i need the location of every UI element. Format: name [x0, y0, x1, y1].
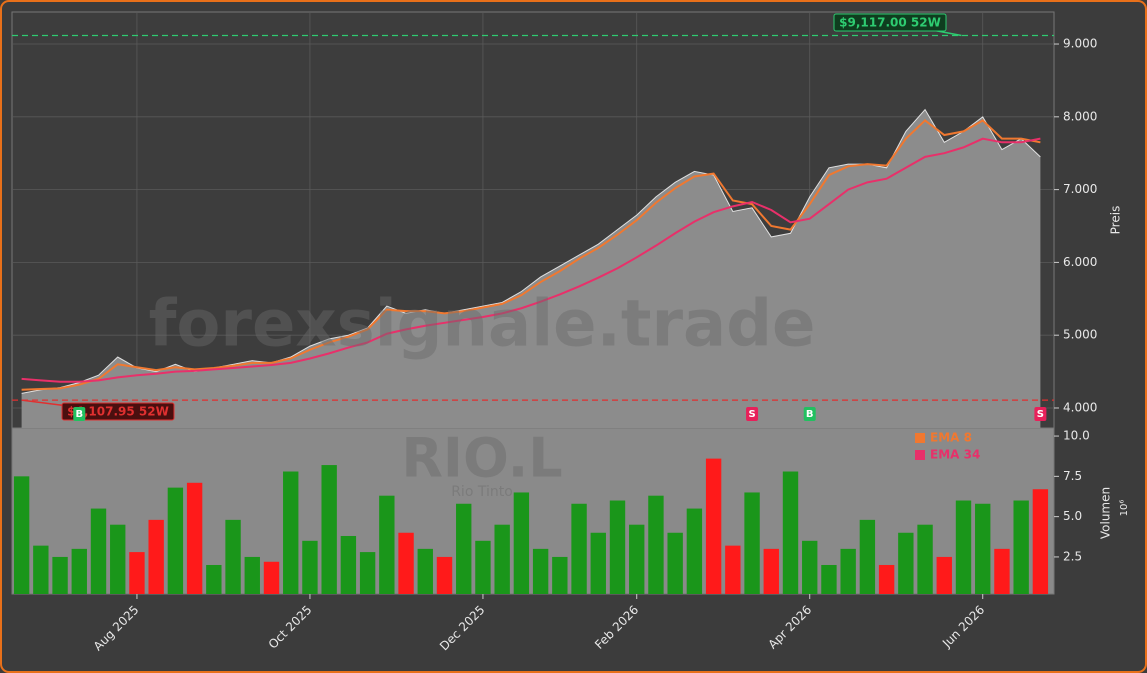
ema-line — [21, 119, 1041, 391]
signal-marker — [1034, 407, 1047, 421]
volume-bar — [167, 487, 184, 594]
ema-line — [21, 137, 1041, 383]
volume-bar — [532, 548, 549, 594]
signal-label: B — [75, 409, 83, 420]
volume-bar — [571, 503, 587, 594]
volume-bar — [398, 532, 414, 594]
volume-bar — [263, 561, 280, 594]
volume-bar — [417, 548, 433, 594]
volume-bar — [975, 503, 991, 594]
y-tick-label: 9.000 — [1063, 37, 1097, 51]
volume-bar — [955, 500, 972, 594]
volume-tick-label: 10.0 — [1063, 429, 1090, 443]
volume-bar — [859, 519, 876, 594]
volume-bar — [71, 548, 87, 594]
volume-bar — [1032, 489, 1049, 594]
y-tick-label: 8.000 — [1063, 109, 1097, 123]
volume-bar — [590, 532, 606, 594]
chart-title: RIO.L — [401, 427, 562, 490]
watermark: forexsignale.trade — [149, 288, 816, 362]
y-tick-label: 6.000 — [1063, 255, 1097, 269]
volume-bar — [629, 524, 645, 594]
volume-bar — [436, 556, 453, 594]
volume-bar — [994, 548, 1010, 594]
volume-tick-label: 5.0 — [1063, 509, 1082, 523]
legend-swatch — [915, 450, 925, 460]
volume-tick-label: 7.5 — [1063, 469, 1082, 483]
volume-bar — [667, 532, 683, 594]
volume-bar — [244, 556, 260, 594]
signal-label: B — [806, 409, 814, 420]
volume-bar — [1013, 500, 1029, 594]
volume-bar — [129, 552, 145, 594]
high-label: $9,117.00 52W — [839, 16, 941, 30]
low-arrow — [21, 399, 69, 407]
volume-bar — [552, 556, 568, 594]
signal-label: S — [748, 409, 755, 420]
volume-bar — [302, 540, 318, 594]
low-label: $4,107.95 52W — [67, 405, 169, 419]
volume-bar — [283, 471, 299, 594]
low-label-box — [61, 402, 175, 421]
y-tick-label: 5.000 — [1063, 328, 1097, 342]
volume-bar — [379, 495, 395, 594]
price-area — [21, 109, 1041, 429]
legend-swatch — [915, 433, 925, 443]
volume-bar — [359, 552, 376, 594]
volume-bar — [686, 508, 703, 594]
signal-marker — [746, 407, 759, 421]
signal-label: S — [1037, 409, 1044, 420]
volume-bar — [840, 548, 856, 594]
volume-bar — [513, 492, 530, 594]
legend-label: EMA 8 — [930, 431, 972, 445]
volume-bar — [13, 476, 30, 594]
volume-tick-label: 2.5 — [1063, 549, 1082, 563]
volume-bar — [648, 495, 664, 594]
chart-subtitle: Rio Tinto — [451, 484, 513, 500]
volume-bar — [186, 482, 203, 594]
y-tick-label: 7.000 — [1063, 182, 1097, 196]
volume-bar — [321, 465, 337, 594]
volume-bar — [456, 503, 472, 594]
volume-bar — [821, 564, 837, 594]
high-label-box — [833, 13, 947, 32]
volume-bar — [494, 524, 510, 594]
volume-bar — [782, 471, 799, 594]
volume-bar — [936, 556, 952, 594]
volume-bar — [763, 548, 779, 594]
volume-axis-label: Volumen — [1099, 487, 1113, 539]
volume-unit: 10⁶ — [1119, 500, 1130, 517]
volume-bar — [206, 564, 222, 594]
volume-bar — [52, 556, 68, 594]
volume-bar — [744, 492, 760, 594]
legend-label: EMA 34 — [930, 448, 980, 462]
volume-bar — [725, 545, 741, 594]
volume-bar — [609, 500, 626, 594]
volume-bar — [90, 508, 107, 594]
y-axis-label: Preis — [1109, 206, 1123, 235]
volume-bar — [802, 540, 818, 594]
volume-bar — [705, 458, 722, 594]
volume-bar — [110, 524, 126, 594]
volume-bar — [225, 519, 241, 594]
y-tick-label: 4.000 — [1063, 400, 1097, 414]
volume-bar — [340, 535, 357, 594]
volume-bar — [917, 524, 933, 594]
volume-bar — [148, 519, 164, 594]
volume-bar — [475, 540, 491, 594]
volume-bar — [33, 545, 49, 594]
volume-bar — [878, 564, 895, 594]
signal-marker — [803, 407, 816, 421]
volume-bar — [898, 532, 914, 594]
signal-marker — [73, 407, 86, 421]
